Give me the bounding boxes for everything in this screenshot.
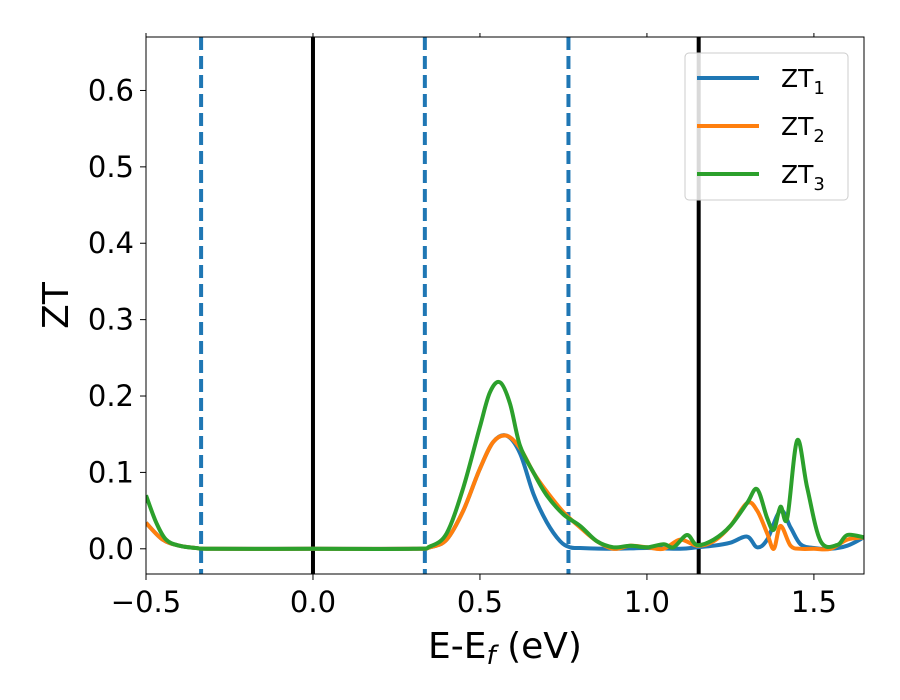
x-tick-label: 1.5 xyxy=(791,585,837,619)
reference-lines xyxy=(199,37,701,574)
y-tick-label: 0.2 xyxy=(88,379,134,413)
x-tick-label: 0.5 xyxy=(457,585,503,619)
x-tick-label: 1.0 xyxy=(624,585,670,619)
y-axis: 0.0 0.1 0.2 0.3 0.4 0.5 0.6 xyxy=(88,73,146,566)
y-tick-label: 0.5 xyxy=(88,150,134,184)
legend-label-zt1: ZT1 xyxy=(781,64,825,99)
legend: ZT1 ZT2 ZT3 xyxy=(684,52,849,201)
plot-frame xyxy=(145,36,865,575)
series-lines xyxy=(146,379,864,552)
y-tick-label: 0.6 xyxy=(88,73,134,107)
series-line-zt1 xyxy=(146,433,864,551)
series-line-zt2 xyxy=(146,433,864,552)
y-tick-label: 0.1 xyxy=(88,455,134,489)
series-line-zt3 xyxy=(146,379,864,551)
legend-label-zt2: ZT2 xyxy=(781,112,825,147)
x-axis: −0.5 0.0 0.5 1.0 1.5 xyxy=(111,33,837,619)
x-tick-label: −0.5 xyxy=(111,585,181,619)
y-tick-label: 0.0 xyxy=(88,532,134,566)
legend-box xyxy=(684,52,849,201)
x-axis-label: E-Ef (eV) xyxy=(428,626,582,671)
y-tick-label: 0.3 xyxy=(88,303,134,337)
x-tick-label: 0.0 xyxy=(290,585,336,619)
legend-label-zt3: ZT3 xyxy=(781,160,825,195)
y-axis-label: ZT xyxy=(36,281,77,329)
y-tick-label: 0.4 xyxy=(88,226,134,260)
